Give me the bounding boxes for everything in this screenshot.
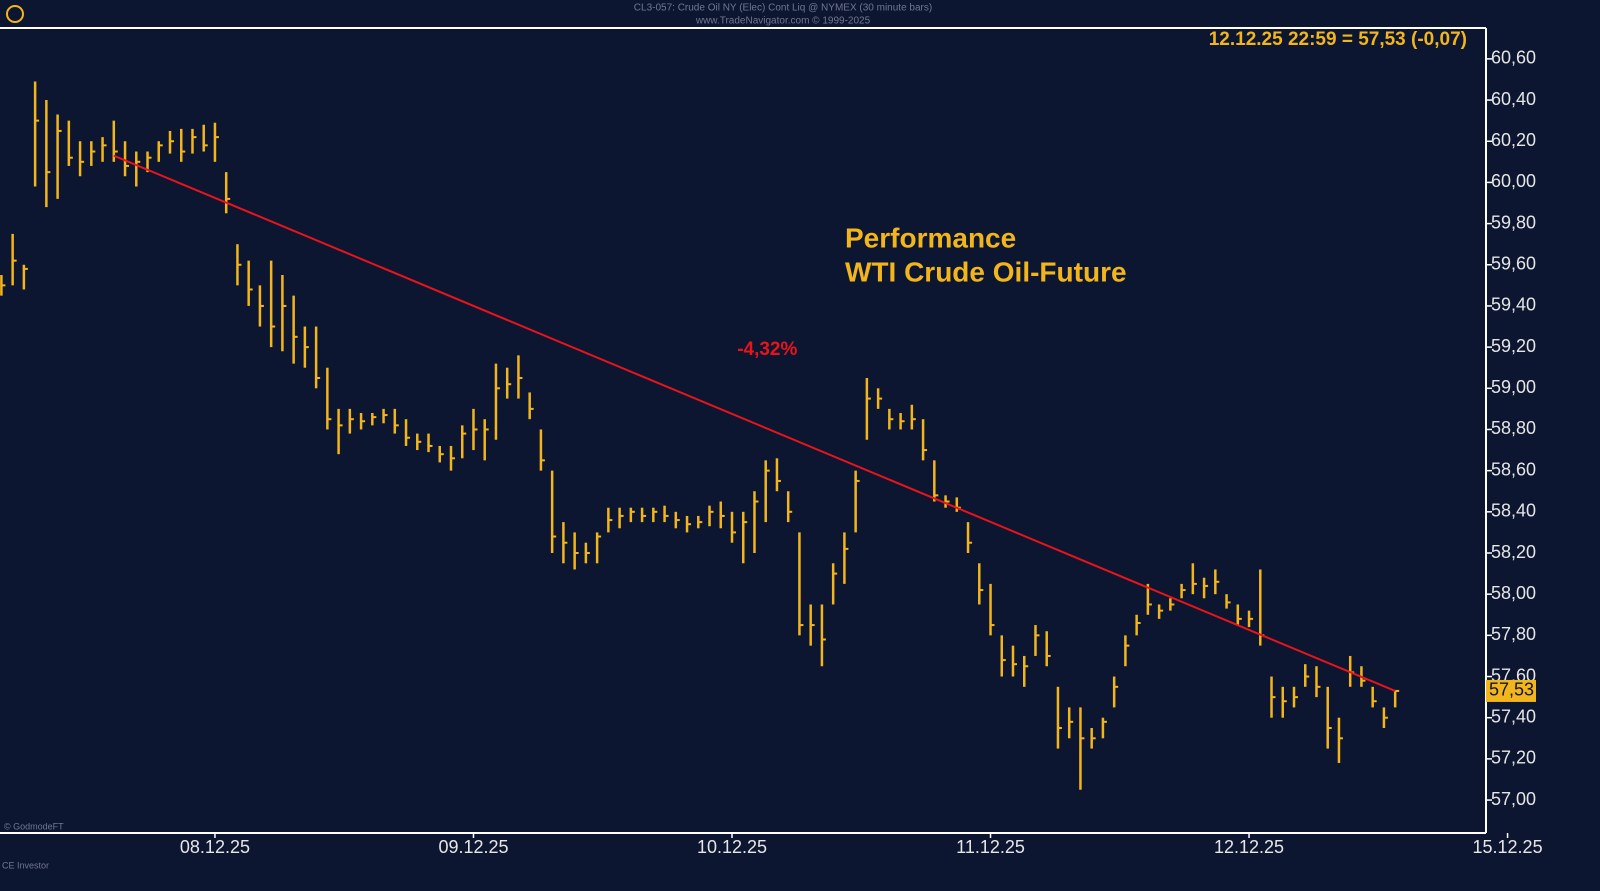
x-tick-label: 12.12.25 (1214, 837, 1284, 857)
y-tick-label: 58,60 (1491, 459, 1536, 479)
annotation: WTI Crude Oil-Future (845, 256, 1127, 287)
y-tick-label: 60,40 (1491, 89, 1536, 109)
y-tick-label: 57,00 (1491, 789, 1536, 809)
last-price-tag (1486, 679, 1536, 702)
y-tick-label: 59,20 (1491, 336, 1536, 356)
y-tick-label: 59,00 (1491, 377, 1536, 397)
trend-line (113, 154, 1396, 692)
y-tick-label: 60,20 (1491, 130, 1536, 150)
y-tick-label: 58,20 (1491, 542, 1536, 562)
last-price-label: 57,53 (1489, 680, 1534, 700)
logo (6, 5, 24, 23)
y-tick-label: 59,40 (1491, 295, 1536, 315)
quote: 12.12.25 22:59 = 57,53 (-0,07) (1209, 29, 1467, 50)
x-tick-label: 15.12.25 (1473, 837, 1543, 857)
y-tick-label: 58,00 (1491, 583, 1536, 603)
x-tick-label: 08.12.25 (180, 837, 250, 857)
x-tick-label: 10.12.25 (697, 837, 767, 857)
x-tick-label: 09.12.25 (438, 837, 508, 857)
y-tick-label: 60,00 (1491, 171, 1536, 191)
header-title: CL3-057: Crude Oil NY (Elec) Cont Liq @ … (634, 3, 932, 14)
y-tick-label: 59,60 (1491, 254, 1536, 274)
y-tick-label: 58,80 (1491, 418, 1536, 438)
y-tick-label: 57,80 (1491, 624, 1536, 644)
y-tick-label: 57,40 (1491, 706, 1536, 726)
annotation: Performance (845, 222, 1016, 253)
footer-text: © GodmodeFT (4, 821, 64, 831)
x-tick-label: 11.12.25 (956, 837, 1025, 857)
y-tick-label: 57,20 (1491, 748, 1536, 768)
y-tick-label: 59,80 (1491, 212, 1536, 232)
footer-text: CE Investor (2, 860, 49, 870)
header-copyright: www.TradeNavigator.com © 1999-2025 (695, 16, 871, 27)
y-tick-label: 58,40 (1491, 501, 1536, 521)
trend-label: -4,32% (737, 339, 797, 360)
y-tick-label: 60,60 (1491, 48, 1536, 68)
